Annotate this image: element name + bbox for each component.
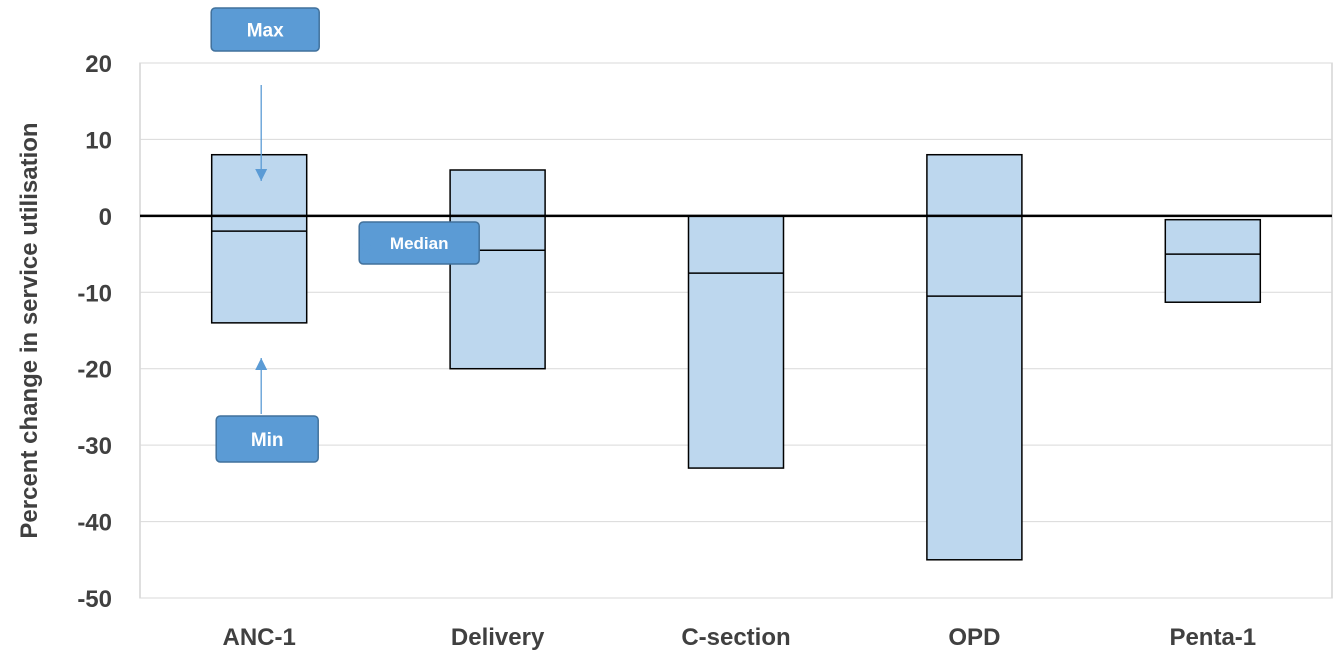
y-tick-label: -30 (77, 433, 112, 460)
arrow-head (255, 358, 268, 370)
y-tick-label: -20 (77, 357, 112, 384)
y-axis-title: Percent change in service utilisation (16, 122, 43, 538)
range-bar (1164, 218, 1262, 303)
x-tick-label: OPD (948, 624, 1000, 651)
x-tick-label: C-section (681, 624, 790, 651)
gridlines (139, 62, 1333, 599)
callout-box (210, 7, 320, 52)
range-bar (449, 169, 546, 370)
y-tick-label: 20 (85, 51, 112, 78)
callout-label: Median (390, 234, 449, 253)
callout-label: Min (251, 430, 284, 451)
x-tick-label: Penta-1 (1169, 624, 1256, 651)
x-tick-label: ANC-1 (223, 624, 296, 651)
y-tick-label: -40 (77, 510, 112, 537)
callout-label: Max (247, 20, 284, 41)
range-bar (687, 215, 785, 469)
annotations: Max Median Min (210, 7, 480, 463)
callout-box (358, 221, 480, 265)
plot-area (140, 153, 1332, 561)
x-tick-label: Delivery (451, 624, 545, 651)
callout-box (215, 415, 319, 463)
arrow-head (255, 169, 268, 181)
y-tick-label: -10 (77, 280, 112, 307)
arrow-head (362, 239, 374, 253)
axes: 20 10 0 -10 -20 -30 -40 -50 Percent change in se… (16, 51, 1256, 651)
y-tick-label: 0 (99, 204, 112, 231)
y-tick-label: 10 (85, 127, 112, 154)
y-tick-label: -50 (77, 586, 112, 613)
range-bar (210, 153, 308, 324)
range-bar (926, 153, 1023, 561)
